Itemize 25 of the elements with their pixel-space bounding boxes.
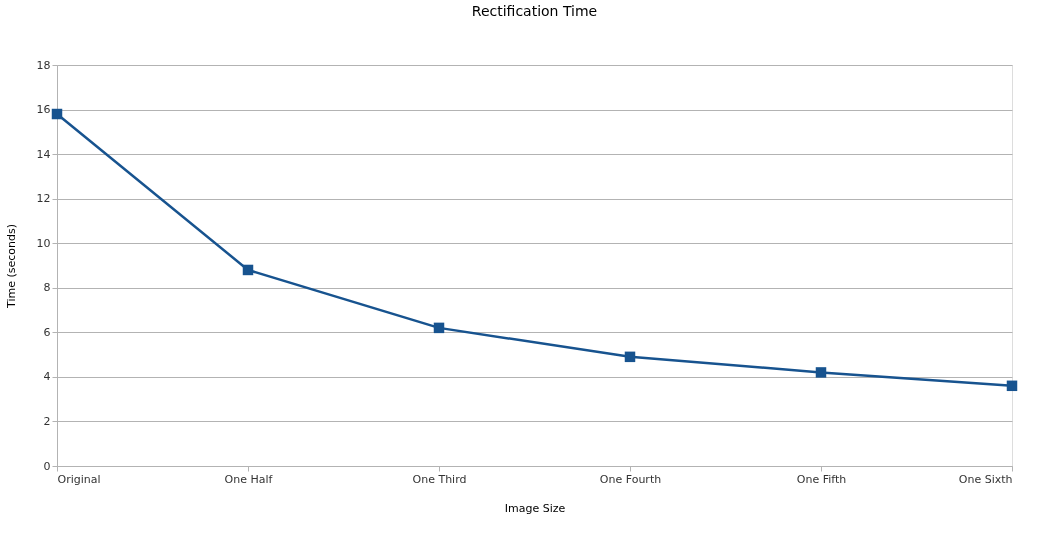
y-tick-label: 14 xyxy=(36,147,51,161)
y-tick-label: 4 xyxy=(43,370,51,384)
y-tick-label: 16 xyxy=(36,103,51,117)
x-tick-label: One Fourth xyxy=(599,472,662,486)
y-tick-label: 18 xyxy=(36,58,51,72)
point xyxy=(815,367,827,378)
point xyxy=(51,108,63,120)
x-axis-title: Image Size xyxy=(504,501,566,515)
chart-title: Rectification Time xyxy=(471,3,598,19)
x-tick-label: One Fifth xyxy=(796,472,847,486)
y-tick-label: 2 xyxy=(43,414,51,428)
x-tick-label: One Half xyxy=(224,472,274,486)
point xyxy=(1006,380,1018,392)
y-tick-label: 0 xyxy=(43,459,51,473)
x-tick-label: One Sixth xyxy=(958,472,1013,486)
y-tick-label: 8 xyxy=(43,281,51,295)
y-tick-label: 6 xyxy=(43,325,51,339)
y-tick-label: 12 xyxy=(36,192,51,206)
y-tick-label: 10 xyxy=(36,236,51,250)
point xyxy=(433,322,445,334)
x-tick-label: Original xyxy=(57,472,101,486)
y-axis-title: Time (seconds) xyxy=(4,224,18,309)
point xyxy=(242,264,254,276)
x-tick-label: One Third xyxy=(412,472,467,486)
point xyxy=(624,351,636,363)
